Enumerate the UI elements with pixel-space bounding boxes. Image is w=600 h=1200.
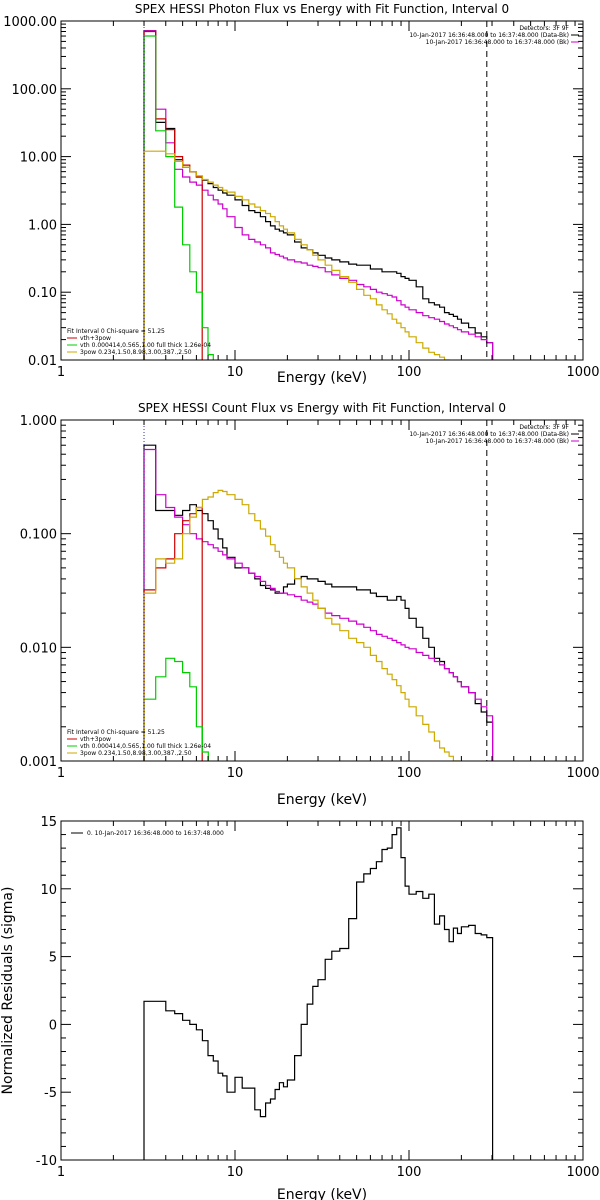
legend-entry: vth 0.000414,0.565,1.00 full thick 1.26e… <box>80 743 211 750</box>
x-tick-label: 1 <box>57 766 65 781</box>
legend-entry: 3pow 0.234,1.50,8.98,3.00,387.,2.50 <box>80 349 192 356</box>
y-tick-label: 0.10 <box>28 286 57 301</box>
series-line-5 <box>143 489 460 761</box>
chart-title: SPEX HESSI Photon Flux vs Energy with Fi… <box>135 2 509 16</box>
x-tick-label: 1000 <box>566 1165 599 1180</box>
chart-panel-2: 1 10 100 1000 0.001 0.010 0.100 1.000 SPEX HESSI… <box>20 401 600 808</box>
series-line-1 <box>143 827 494 1160</box>
x-tick-label: 100 <box>397 1165 422 1180</box>
legend-entry: vth 0.000414,0.565,1.00 full thick 1.26e… <box>80 342 211 349</box>
x-tick-label: 10 <box>227 365 244 380</box>
legend-entry: Detectors: 3F 9F <box>519 424 569 431</box>
y-tick-label: 10.00 <box>20 151 57 166</box>
x-tick-label: 100 <box>397 766 422 781</box>
y-tick-label: 0.001 <box>20 755 57 770</box>
legend-entry: 10-Jan-2017 16:36:48.000 to 16:37:48.000… <box>409 431 569 438</box>
y-tick-label: 5 <box>49 951 57 966</box>
x-tick-label: 1 <box>57 1165 65 1180</box>
x-tick-label: 10 <box>227 766 244 781</box>
y-tick-label: -5 <box>44 1086 57 1101</box>
y-tick-label: -10 <box>36 1154 57 1169</box>
series-line-2 <box>143 30 494 360</box>
y-tick-label: 0.100 <box>20 528 57 543</box>
legend-entry: 10-Jan-2017 16:36:48.000 to 16:37:48.000… <box>409 32 569 39</box>
x-tick-label: 10 <box>227 1165 244 1180</box>
chart-panel-1: 1 10 100 1000 0.01 0.10 1.00 10.00 100.00 1000.00… <box>3 2 599 386</box>
y-tick-label: 1.00 <box>28 218 57 233</box>
legend-entry: 10-Jan-2017 16:36:48.000 to 16:37:48.000… <box>426 39 569 46</box>
plot-frame <box>60 20 584 361</box>
legend-entry: Detectors: 3F 9F <box>519 25 569 32</box>
series-line-5 <box>143 150 450 360</box>
y-tick-label: 10 <box>40 883 57 898</box>
legend-entry: Fit Interval 0 Chi-square = 51.25 <box>67 328 165 335</box>
plot-frame <box>60 419 584 762</box>
legend-entry: 10-Jan-2017 16:36:48.000 to 16:37:48.000… <box>426 438 569 445</box>
legend-entry: Fit Interval 0 Chi-square = 51.25 <box>67 729 165 736</box>
series-line-4 <box>143 35 214 360</box>
y-axis-label: Normalized Residuals (sigma) <box>0 887 16 1095</box>
y-tick-label: 0 <box>49 1018 57 1033</box>
series-line-1 <box>143 30 494 360</box>
legend-entry: 3pow 0.234,1.50,8.98,3.00,387.,2.50 <box>80 750 192 757</box>
x-axis-label: Energy (keV) <box>277 370 367 386</box>
x-tick-label: 1000 <box>566 365 599 380</box>
series-line-3 <box>143 30 203 360</box>
x-tick-label: 1000 <box>566 766 599 781</box>
plot-frame <box>60 820 584 1161</box>
y-tick-label: 0.010 <box>20 641 57 656</box>
x-axis-label: Energy (keV) <box>277 1187 367 1200</box>
x-axis-label: Energy (keV) <box>277 792 367 808</box>
legend-entry: 0. 10-Jan-2017 16:36:48.000 to 16:37:48.… <box>87 830 224 837</box>
x-tick-label: 100 <box>397 365 422 380</box>
y-tick-label: 1000.00 <box>3 15 57 30</box>
y-tick-label: 0.01 <box>28 354 57 369</box>
y-tick-label: 15 <box>40 815 57 830</box>
y-tick-label: 100.00 <box>12 83 58 98</box>
chart-panel-3: 1 10 100 1000 -10 -5 0 5 10 15 Energy (keV) Normali… <box>0 815 600 1200</box>
series-line-4 <box>143 657 209 761</box>
legend-entry: vth+3pow <box>80 335 111 342</box>
y-tick-label: 1.000 <box>20 414 57 429</box>
series-line-3 <box>143 506 203 761</box>
legend-entry: vth+3pow <box>80 736 111 743</box>
chart-title: SPEX HESSI Count Flux vs Energy with Fit… <box>138 401 506 415</box>
x-tick-label: 1 <box>57 365 65 380</box>
